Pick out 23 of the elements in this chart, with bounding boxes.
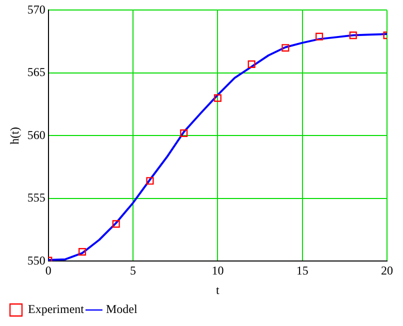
- y-tick-label: 560: [27, 128, 46, 142]
- point: [78, 248, 86, 256]
- point: [316, 32, 324, 40]
- point: [248, 60, 256, 68]
- point: [180, 129, 188, 137]
- point: [214, 94, 222, 102]
- y-tick-label: 570: [27, 2, 46, 16]
- legend-label: Model: [106, 302, 138, 316]
- point: [282, 44, 290, 52]
- y-axis-title: h(t): [7, 127, 22, 144]
- x-tick-label: 10: [212, 264, 224, 278]
- point: [146, 177, 154, 185]
- point: [349, 32, 357, 40]
- x-tick-label: 5: [130, 264, 136, 278]
- x-tick-label: 20: [381, 264, 393, 278]
- x-axis-title: t: [216, 282, 220, 297]
- legend-label: Experiment: [28, 302, 85, 316]
- y-tick-label: 565: [27, 65, 46, 80]
- x-tick-label: 15: [296, 264, 308, 278]
- x-tick-label: 0: [45, 264, 52, 278]
- y-tick-label: 555: [27, 190, 46, 205]
- y-tick-label: 550: [27, 253, 46, 268]
- point: [112, 220, 120, 228]
